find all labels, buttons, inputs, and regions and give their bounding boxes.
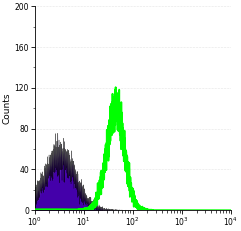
Y-axis label: Counts: Counts bbox=[3, 93, 12, 124]
